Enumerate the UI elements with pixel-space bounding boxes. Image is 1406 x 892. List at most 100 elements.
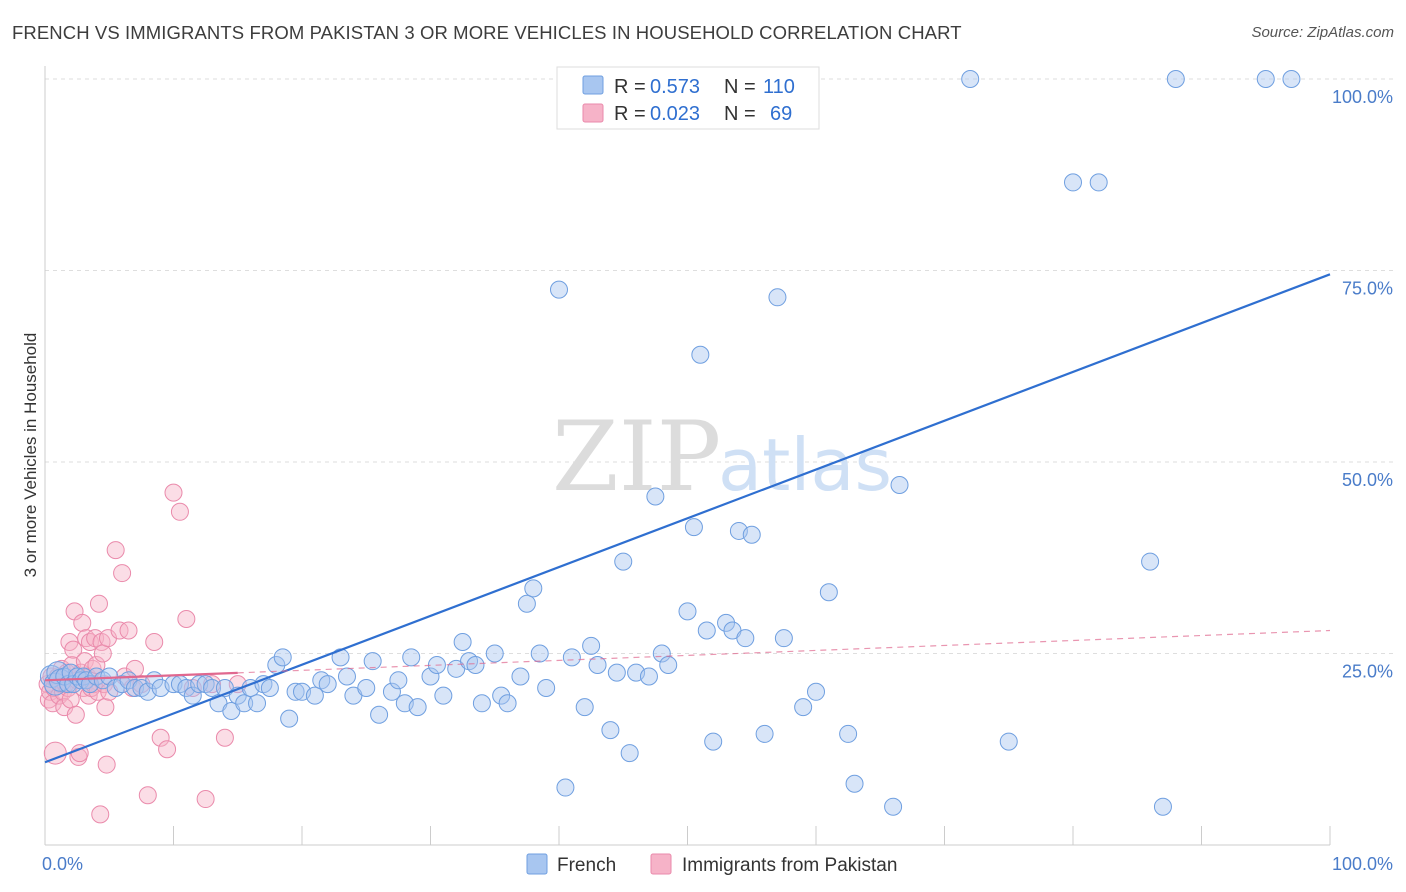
french-point: [807, 682, 825, 701]
french-point: [318, 675, 337, 694]
axes: [44, 66, 1331, 846]
legend-r-label: R =: [614, 103, 646, 125]
french-point: [607, 663, 626, 682]
bottom-legend-swatch-pakistan: [650, 853, 672, 875]
x-tick-label: 100.0%: [1332, 854, 1393, 874]
french-point: [331, 648, 350, 667]
french-point: [472, 694, 491, 713]
y-axis-label: 3 or more Vehicles in Household: [21, 333, 40, 578]
french-point: [530, 644, 549, 663]
french-point: [890, 475, 909, 494]
tick-labels: 100.0% 75.0% 50.0% 25.0% 0.0% 100.0%: [42, 87, 1393, 874]
source-label: Source: ZipAtlas.com: [1251, 24, 1394, 41]
french-point: [408, 698, 427, 717]
legend-n-value: 110: [763, 76, 795, 98]
french-point: [1141, 552, 1160, 571]
pakistan-point: [93, 644, 112, 663]
french-point: [492, 686, 511, 705]
french-point: [511, 667, 530, 686]
french-point: [639, 667, 658, 686]
french-point: [1256, 70, 1275, 88]
french-point: [691, 345, 710, 364]
y-tick-label: 25.0%: [1342, 662, 1393, 682]
legend-swatch-pakistan: [582, 103, 604, 123]
french-point: [382, 682, 401, 701]
pakistan-point: [177, 610, 196, 629]
french-point: [755, 724, 774, 743]
pakistan-point: [91, 805, 110, 824]
french-point: [524, 579, 543, 598]
french-point: [183, 686, 202, 705]
french-point: [517, 594, 536, 613]
french-point: [466, 655, 485, 674]
french-trend-line: [44, 273, 1331, 764]
y-tick-label: 50.0%: [1342, 470, 1393, 490]
watermark-atlas: atlas: [718, 423, 892, 507]
french-point: [556, 778, 575, 797]
french-point: [999, 732, 1018, 751]
legend-swatch-french: [582, 75, 604, 95]
french-point: [402, 648, 421, 667]
legend-n-label: N =: [724, 103, 756, 125]
legend-r-label: R =: [614, 76, 646, 98]
french-point: [697, 621, 716, 640]
french-point: [1282, 70, 1301, 88]
pakistan-point: [89, 594, 108, 613]
pakistan-point: [215, 728, 234, 747]
pakistan-point: [145, 633, 164, 652]
french-point: [646, 487, 665, 506]
pakistan-point: [119, 621, 138, 640]
french-point: [1166, 70, 1185, 88]
french-point: [652, 644, 671, 663]
bottom-legend-pakistan: Immigrants from Pakistan: [682, 855, 897, 876]
pakistan-point: [151, 728, 170, 747]
french-point: [742, 525, 761, 544]
french-point: [485, 644, 504, 663]
bottom-legend-french: French: [557, 855, 616, 876]
french-point: [235, 694, 254, 713]
pakistan-point: [158, 740, 177, 759]
trend-lines: [44, 273, 1331, 764]
french-point: [768, 288, 787, 307]
french-point: [659, 655, 678, 674]
legend-box: R = 0.573 N = 110 R = 0.023 N = 69: [556, 66, 820, 130]
pakistan-trend-line-solid: [44, 671, 238, 682]
grid-lines: [45, 78, 1393, 654]
french-point: [575, 698, 594, 717]
french-point: [601, 721, 620, 740]
pakistan-point: [170, 502, 189, 521]
french-point: [717, 613, 736, 632]
french-point: [421, 667, 440, 686]
french-point: [39, 664, 63, 688]
legend-n-value: 69: [770, 103, 792, 125]
french-point: [550, 280, 568, 299]
pakistan-point: [106, 541, 125, 560]
pakistan-point: [113, 564, 132, 583]
french-point: [357, 678, 376, 697]
french-point: [736, 629, 755, 648]
french-point: [562, 648, 581, 667]
chart-title: FRENCH VS IMMIGRANTS FROM PAKISTAN 3 OR …: [12, 22, 962, 43]
french-point: [1089, 173, 1108, 192]
french-point: [260, 678, 279, 697]
french-point: [370, 705, 389, 724]
french-point: [1153, 797, 1172, 816]
french-point: [434, 686, 453, 705]
pakistan-point: [97, 755, 116, 774]
french-point: [337, 667, 356, 686]
pakistan-point: [64, 640, 83, 659]
pakistan-point: [75, 652, 94, 671]
y-tick-label: 100.0%: [1332, 87, 1393, 107]
french-point: [248, 694, 267, 713]
legend-n-label: N =: [724, 76, 756, 98]
pakistan-point: [196, 790, 215, 809]
french-point: [286, 682, 305, 701]
french-point: [774, 629, 793, 648]
french-point: [363, 652, 382, 671]
french-point: [678, 602, 697, 621]
watermark-zip: ZIP: [552, 401, 721, 513]
watermark: ZIP atlas: [552, 401, 892, 513]
french-point: [588, 655, 607, 674]
french-point: [794, 698, 813, 717]
